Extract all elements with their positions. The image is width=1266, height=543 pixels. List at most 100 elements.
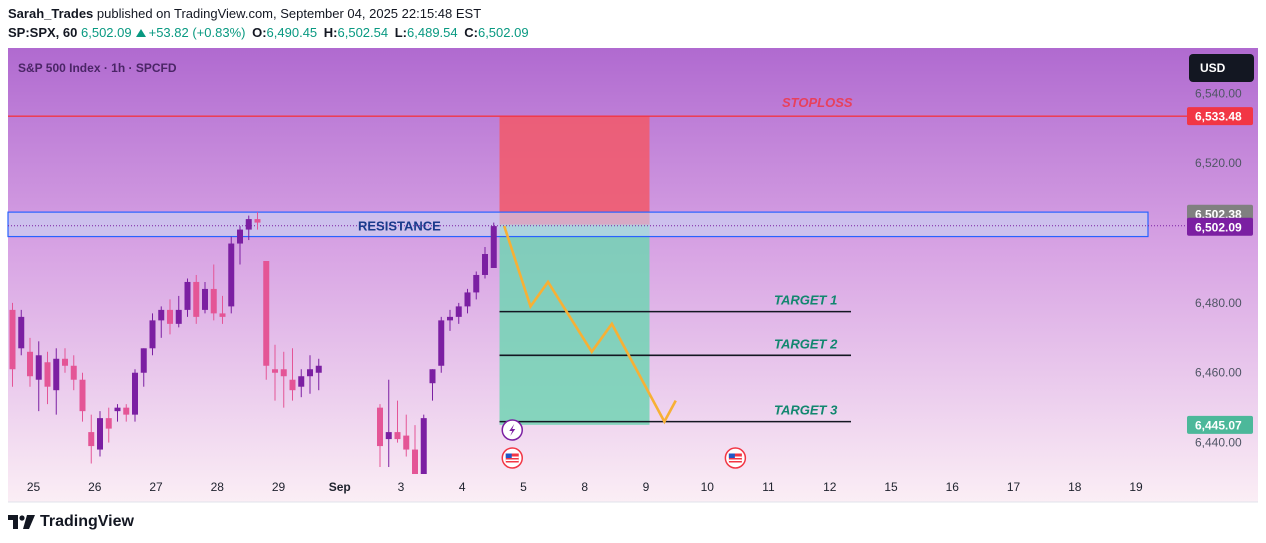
candle-body — [158, 309, 165, 321]
currency-button[interactable]: USD — [1189, 54, 1254, 82]
candle — [175, 295, 182, 328]
target-label: TARGET 2 — [774, 336, 838, 351]
candle — [394, 400, 401, 443]
candle-body — [237, 229, 243, 244]
x-tick-label: 25 — [27, 480, 41, 494]
tradingview-brand: TradingView — [40, 513, 134, 530]
x-tick-label: 29 — [272, 480, 286, 494]
candle-body — [219, 313, 226, 317]
candle — [35, 341, 42, 412]
price-badge-text: 6,502.38 — [1195, 207, 1242, 221]
candle-body — [114, 407, 121, 412]
candle-body — [149, 320, 156, 349]
candle — [114, 404, 121, 422]
x-tick-label: 5 — [520, 480, 527, 494]
candle — [473, 271, 480, 300]
candle — [228, 236, 235, 314]
y-tick-label: 6,480.00 — [1195, 296, 1242, 310]
candle — [70, 355, 77, 391]
candle-body — [27, 351, 33, 377]
us-flag-icon — [501, 447, 523, 469]
candle — [447, 309, 453, 331]
x-tick-label: 3 — [398, 480, 405, 494]
candle — [9, 302, 16, 387]
candle-body — [455, 306, 462, 317]
candle-body — [263, 261, 270, 366]
candle-body — [97, 418, 103, 450]
candle — [53, 348, 60, 415]
candle-body — [79, 379, 86, 412]
ohlc-legend: SP:SPX, 60 6,502.09 +53.82 (+0.83%) O:6,4… — [8, 25, 529, 40]
price-badge-bg — [1187, 415, 1253, 434]
high-value: 6,502.54 — [337, 25, 389, 40]
flag-stripe — [505, 459, 519, 461]
candle — [167, 299, 173, 335]
close-label: C: — [464, 25, 478, 40]
candle — [219, 295, 226, 324]
tradingview-logo[interactable]: TradingView — [8, 513, 134, 531]
candle-body — [245, 219, 252, 230]
candle-body — [140, 348, 147, 373]
candle-body — [385, 432, 392, 440]
price-badge: 6,533.48 — [1187, 107, 1253, 126]
candle — [193, 274, 200, 324]
candle — [149, 313, 156, 356]
symbol-interval[interactable]: SP:SPX, 60 — [8, 25, 78, 40]
candle — [132, 369, 138, 422]
open-label: O: — [252, 25, 267, 40]
x-tick-label: Sep — [329, 480, 351, 494]
candle-body — [473, 274, 480, 293]
up-arrow-icon — [135, 29, 146, 37]
candle — [210, 264, 217, 321]
open-value: 6,490.45 — [266, 25, 318, 40]
candle — [429, 369, 436, 401]
candle-body — [429, 369, 436, 384]
resistance-zone — [7, 211, 1149, 238]
flag-canton — [505, 453, 512, 458]
candle — [254, 212, 261, 230]
price-change: +53.82 (+0.83%) — [148, 25, 246, 40]
candle-body — [132, 372, 138, 415]
candle-body — [315, 365, 322, 373]
candle-body — [438, 320, 445, 366]
x-tick-label: 10 — [701, 480, 715, 494]
candle-body — [53, 358, 60, 391]
x-tick-label: 17 — [1007, 480, 1021, 494]
candle-body — [412, 449, 418, 474]
candle — [482, 247, 488, 279]
chart-title: S&P 500 Index · 1h · SPCFD — [18, 61, 177, 75]
candle-body — [377, 407, 383, 447]
publish-info: Sarah_Trades published on TradingView.co… — [8, 6, 481, 21]
candle-body — [307, 369, 313, 377]
candle — [202, 281, 208, 314]
target-label: TARGET 3 — [774, 403, 838, 418]
candle-body — [447, 316, 453, 321]
stop-loss-zone — [499, 116, 650, 225]
candle-body — [490, 226, 497, 268]
x-tick-label: 11 — [762, 480, 775, 494]
candle-body — [123, 407, 130, 415]
candle-body — [105, 418, 112, 429]
candle-body — [298, 376, 305, 387]
candle-body — [464, 292, 471, 307]
candle — [420, 414, 427, 474]
candle-body — [88, 432, 95, 447]
close-value: 6,502.09 — [477, 25, 529, 40]
x-tick-label: 9 — [643, 480, 650, 494]
candle-body — [62, 358, 68, 366]
candle-body — [394, 432, 401, 440]
author-name[interactable]: Sarah_Trades — [8, 6, 94, 21]
flag-stripe — [728, 456, 742, 458]
candle — [245, 215, 252, 241]
y-tick-label: 6,440.00 — [1195, 436, 1242, 450]
candle — [158, 306, 165, 338]
candle — [403, 414, 410, 457]
candle — [140, 348, 147, 387]
currency-label: USD — [1200, 61, 1226, 75]
us-flag-icon — [724, 447, 747, 469]
candle — [490, 222, 497, 268]
candle — [298, 369, 305, 398]
candle-body — [254, 219, 261, 223]
candle — [123, 404, 130, 422]
